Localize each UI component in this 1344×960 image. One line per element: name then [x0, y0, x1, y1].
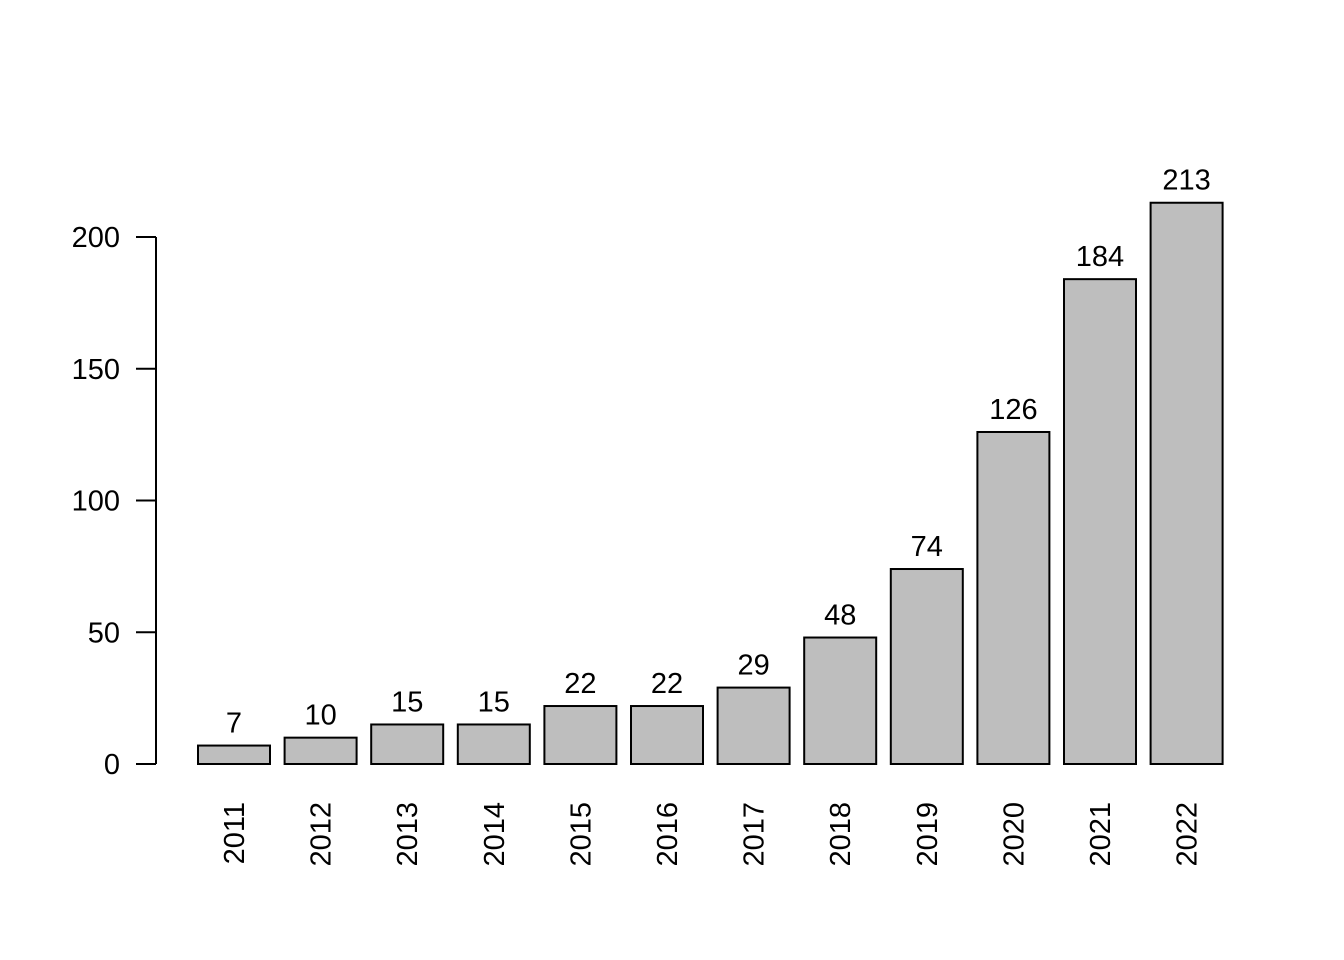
- bar-value-label: 10: [304, 700, 336, 732]
- x-category-label: 2015: [565, 802, 597, 867]
- y-axis: 0 50 100 150 200: [72, 222, 157, 781]
- bar-2017: [716, 686, 791, 766]
- bar-value-label: 29: [737, 650, 769, 682]
- bar-value-label: 184: [1076, 241, 1124, 273]
- x-category-label: 2011: [219, 802, 251, 864]
- x-category-label: 2018: [825, 802, 857, 867]
- bar-2011: [197, 744, 271, 765]
- x-category-label: 2022: [1172, 802, 1204, 867]
- x-category-labels: 2011 2012 2013 2014 2015 2016 2017 2018 2019 2020…: [219, 802, 1204, 867]
- bar-value-label: 7: [226, 708, 242, 740]
- bar-2012: [283, 736, 358, 766]
- x-category-label: 2017: [739, 802, 771, 867]
- bar-value-label: 15: [391, 686, 423, 718]
- bars-group: [197, 201, 1224, 766]
- bar-value-label: 15: [478, 686, 510, 718]
- x-category-label: 2020: [998, 802, 1030, 867]
- x-category-label: 2019: [912, 802, 944, 867]
- y-tick-label: 50: [88, 617, 120, 649]
- y-tick-label: 100: [72, 486, 120, 518]
- bar-2022: [1149, 201, 1224, 765]
- bar-value-label: 74: [911, 531, 943, 563]
- y-tick-label: 0: [104, 749, 120, 781]
- bar-2014: [456, 723, 531, 765]
- bar-2020: [976, 430, 1051, 765]
- bar-value-label: 48: [824, 600, 856, 632]
- bar-value-label: 126: [989, 394, 1037, 426]
- bar-2016: [630, 705, 704, 766]
- y-tick-label: 150: [72, 354, 120, 386]
- x-category-label: 2021: [1085, 802, 1117, 867]
- bar-2019: [889, 568, 964, 766]
- bar-value-labels: 7 10 15 15 22 22 29 48 74 126 184 213: [226, 165, 1211, 740]
- x-category-label: 2012: [306, 802, 338, 867]
- bar-value-label: 22: [651, 668, 683, 700]
- bar-2018: [803, 636, 878, 766]
- x-category-label: 2013: [392, 802, 424, 867]
- bar-2021: [1063, 278, 1137, 765]
- y-tick-label: 200: [72, 222, 120, 254]
- bar-value-label: 22: [564, 668, 596, 700]
- bar-2013: [370, 723, 445, 765]
- bar-value-label: 213: [1162, 165, 1210, 197]
- x-category-label: 2014: [479, 802, 511, 867]
- bar-2015: [543, 705, 618, 766]
- x-category-label: 2016: [652, 802, 684, 867]
